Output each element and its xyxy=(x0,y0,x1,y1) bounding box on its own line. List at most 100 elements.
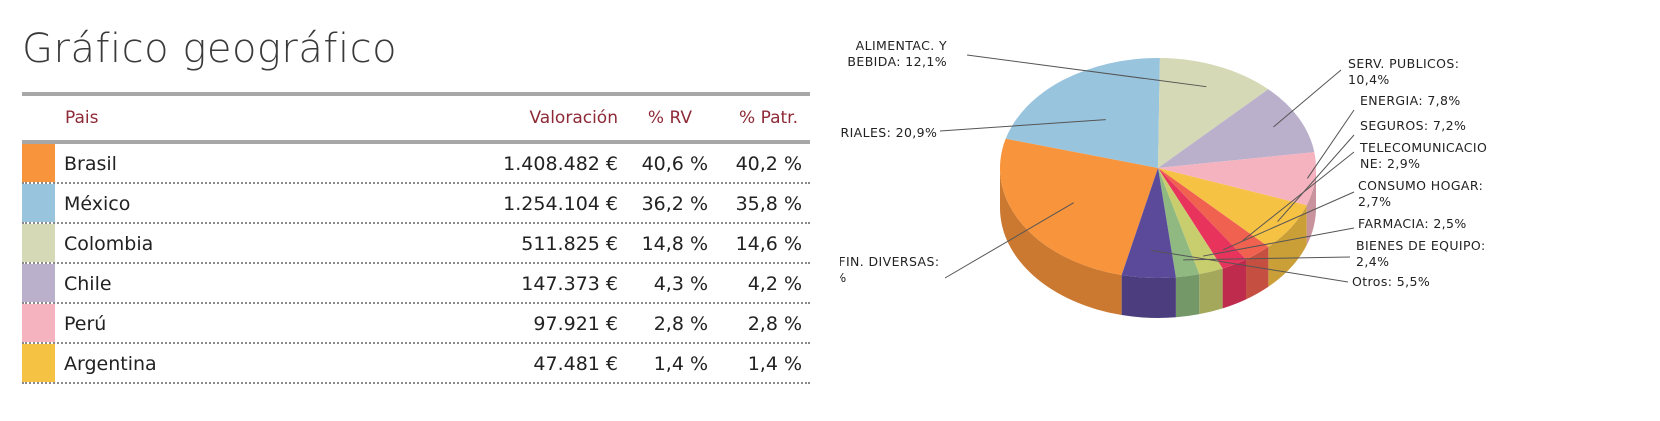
pct-rv: 40,6 % xyxy=(641,153,708,175)
country-name: México xyxy=(64,193,131,215)
table-body: Brasil 1.408.482 € 40,6 % 40,2 % México 1.254… xyxy=(22,144,810,384)
valuation: 511.825 € xyxy=(521,233,618,255)
page-title: Gráfico geográfico xyxy=(22,26,398,72)
slice-label-line: SEGUROS: 7,2% xyxy=(1360,118,1466,133)
pct-patr: 4,2 % xyxy=(747,273,802,295)
pct-rv: 4,3 % xyxy=(653,273,708,295)
pie-slice xyxy=(1158,89,1315,168)
color-swatch xyxy=(22,344,55,382)
table-row: Brasil 1.408.482 € 40,6 % 40,2 % xyxy=(22,144,810,184)
leader-line xyxy=(944,202,1074,279)
slice-label-line: 2,4% xyxy=(1356,254,1389,269)
slice-label: MATERIALES: 20,9% xyxy=(840,125,937,140)
header-pais: Pais xyxy=(65,108,99,128)
header-rv: % RV xyxy=(647,108,692,128)
slice-label: BIENES DE EQUIPO: 2,4% xyxy=(1356,238,1486,269)
slice-label-line: 25,6% xyxy=(840,270,847,285)
pie-slice xyxy=(1158,168,1269,260)
pct-patr: 40,2 % xyxy=(735,153,802,175)
pie-slice xyxy=(1158,152,1316,206)
slice-label: CONSUMO HOGAR: 2,7% xyxy=(1358,178,1483,209)
pct-patr: 1,4 % xyxy=(747,353,802,375)
valuation: 47.481 € xyxy=(533,353,618,375)
pct-patr: 14,6 % xyxy=(735,233,802,255)
country-table: Pais Valoración % RV % Patr. Brasil 1.408… xyxy=(22,92,810,384)
pie-side-0 xyxy=(1000,168,1122,316)
leader-line xyxy=(966,54,1207,88)
slice-label-line: SERV. PUBLICOS: xyxy=(1348,56,1459,71)
slice-label-line: Otros: 5,5% xyxy=(1352,274,1430,289)
pie-side-9 xyxy=(1175,274,1200,318)
pie-side-7 xyxy=(1222,259,1247,309)
pct-rv: 2,8 % xyxy=(653,313,708,335)
pie-slice xyxy=(1158,58,1269,168)
header-patr: % Patr. xyxy=(739,108,798,128)
header-valoracion: Valoración xyxy=(529,108,618,128)
pie-slice xyxy=(1121,168,1176,278)
table-row: Colombia 511.825 € 14,8 % 14,6 % xyxy=(22,224,810,264)
color-swatch xyxy=(22,144,55,182)
slice-label-line: FARMACIA: 2,5% xyxy=(1358,216,1467,231)
slice-label: SERV. PUBLICOS: 10,4% xyxy=(1348,56,1459,87)
slice-label: Otros: 5,5% xyxy=(1352,274,1430,289)
slice-label-line: BIENES DE EQUIPO: xyxy=(1356,238,1486,253)
slice-label-line: BEBIDA: 12,1% xyxy=(847,54,947,69)
color-swatch xyxy=(22,184,55,222)
pie-side-5 xyxy=(1268,205,1307,287)
pie-slice xyxy=(1158,168,1223,275)
country-name: Chile xyxy=(64,273,112,295)
slice-label: ALIMENTAC. Y BEBIDA: 12,1% xyxy=(847,38,947,69)
pie-chart: ENT. FIN. DIVERSAS:25,6% MATERIALES: 20,9… xyxy=(840,38,1487,318)
leader-line xyxy=(1242,151,1355,241)
valuation: 97.921 € xyxy=(533,313,618,335)
pie-slice xyxy=(1005,57,1160,168)
slice-label: ENT. FIN. DIVERSAS:25,6% xyxy=(840,254,939,285)
table-top-rule xyxy=(22,92,810,96)
pie-side-4 xyxy=(1306,168,1316,246)
pct-rv: 1,4 % xyxy=(653,353,708,375)
pct-rv: 14,8 % xyxy=(641,233,708,255)
leader-line xyxy=(1222,191,1355,251)
table-header: Pais Valoración % RV % Patr. xyxy=(22,96,810,140)
leader-line xyxy=(1203,227,1355,257)
slice-label: TELECOMUNICACIO NE: 2,9% xyxy=(1359,140,1487,171)
slice-label-line: CONSUMO HOGAR: xyxy=(1358,178,1483,193)
pct-patr: 35,8 % xyxy=(735,193,802,215)
slice-label-line: MATERIALES: 20,9% xyxy=(840,125,937,140)
slice-label: SEGUROS: 7,2% xyxy=(1360,118,1466,133)
slice-label: ENERGIA: 7,8% xyxy=(1360,93,1461,108)
table-row: México 1.254.104 € 36,2 % 35,8 % xyxy=(22,184,810,224)
slice-label-line: ENERGIA: 7,8% xyxy=(1360,93,1461,108)
leader-line xyxy=(1306,109,1355,179)
leader-line xyxy=(1277,134,1355,222)
pie-slice xyxy=(1158,168,1307,247)
leader-line xyxy=(1273,69,1342,128)
pie-side-10 xyxy=(1121,275,1176,318)
pct-rv: 36,2 % xyxy=(641,193,708,215)
pie-slice xyxy=(1000,138,1158,276)
slice-label-line: ENT. FIN. DIVERSAS: xyxy=(840,254,939,269)
pie-leader-lines xyxy=(939,54,1355,283)
slice-label-line: ALIMENTAC. Y xyxy=(856,38,947,53)
pie-slice xyxy=(1158,168,1200,278)
pie-side-6 xyxy=(1246,246,1269,300)
valuation: 1.254.104 € xyxy=(503,193,618,215)
pie-slices xyxy=(1000,57,1316,278)
color-swatch xyxy=(22,264,55,302)
table-row: Perú 97.921 € 2,8 % 2,8 % xyxy=(22,304,810,344)
pie-sides xyxy=(1000,168,1316,318)
table-header-rule xyxy=(22,140,810,144)
slice-label-line: 10,4% xyxy=(1348,72,1390,87)
country-name: Colombia xyxy=(64,233,154,255)
color-swatch xyxy=(22,304,55,342)
slice-label-line: TELECOMUNICACIO xyxy=(1359,140,1487,155)
pie-side-8 xyxy=(1199,268,1223,315)
pie-slice xyxy=(1158,168,1247,269)
leader-line xyxy=(939,119,1106,132)
leader-line xyxy=(1150,249,1349,283)
country-name: Perú xyxy=(64,313,107,335)
country-name: Brasil xyxy=(64,153,117,175)
pct-patr: 2,8 % xyxy=(747,313,802,335)
table-row: Argentina 47.481 € 1,4 % 1,4 % xyxy=(22,344,810,384)
slice-label-line: 2,7% xyxy=(1358,194,1391,209)
